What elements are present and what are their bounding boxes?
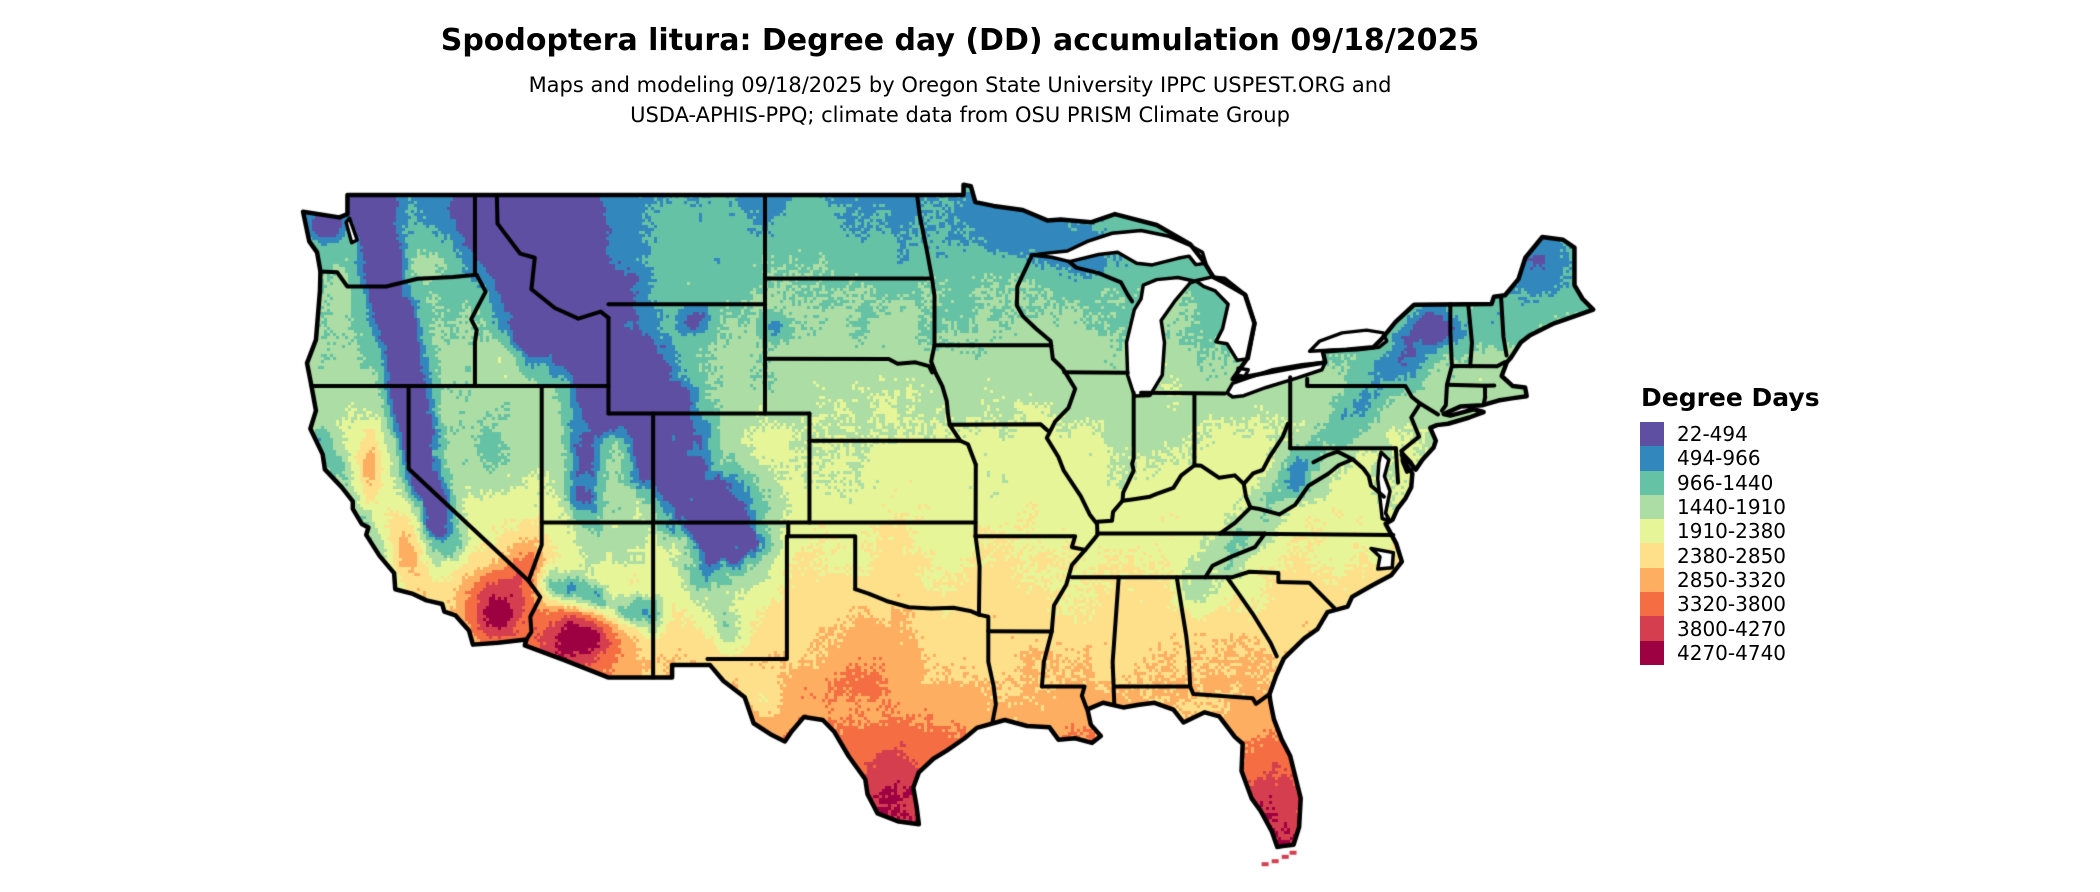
legend-range-label: 2380-2850	[1677, 543, 1787, 568]
legend-range-label: 2850-3320	[1677, 567, 1787, 592]
legend-row: 494-966	[1640, 446, 1820, 471]
legend-row: 4270-4740	[1640, 640, 1820, 665]
header: Spodoptera litura: Degree day (DD) accum…	[0, 0, 1920, 130]
legend-color-swatch	[1640, 494, 1664, 520]
map-subtitle-line1: Maps and modeling 09/18/2025 by Oregon S…	[528, 73, 1392, 97]
legend-row: 1910-2380	[1640, 519, 1820, 544]
map-title: Spodoptera litura: Degree day (DD) accum…	[440, 23, 1480, 58]
legend-title: Degree Days	[1641, 383, 1820, 412]
legend-row: 2380-2850	[1640, 543, 1820, 568]
legend-color-swatch	[1640, 592, 1664, 617]
legend-range-label: 1910-2380	[1677, 519, 1787, 544]
legend-color-swatch	[1640, 543, 1664, 568]
legend-color-swatch	[1640, 422, 1664, 447]
legend-range-label: 22-494	[1677, 422, 1748, 447]
legend-color-swatch	[1640, 446, 1664, 471]
legend-color-swatch	[1640, 519, 1664, 544]
legend-color-swatch	[1640, 470, 1664, 495]
legend-row: 3320-3800	[1640, 592, 1820, 617]
legend-range-label: 3320-3800	[1677, 592, 1787, 617]
legend-row: 966-1440	[1640, 470, 1820, 495]
legend-range-label: 1440-1910	[1677, 495, 1787, 520]
legend-row: 2850-3320	[1640, 567, 1820, 593]
legend-color-swatch	[1640, 640, 1664, 665]
legend-range-label: 4270-4740	[1677, 640, 1787, 665]
legend-range-label: 966-1440	[1677, 470, 1774, 495]
legend-color-swatch	[1640, 567, 1664, 593]
legend-range-label: 3800-4270	[1677, 616, 1787, 641]
legend-row: 22-494	[1640, 422, 1820, 447]
map-subtitle: Maps and modeling 09/18/2025 by Oregon S…	[0, 70, 1920, 130]
map-legend: Degree Days 22-494 494-966 966-1440 1440-19…	[1640, 384, 1820, 665]
legend-range-label: 494-966	[1677, 446, 1761, 471]
legend-row: 3800-4270	[1640, 616, 1820, 641]
legend-rows: 22-494 494-966 966-1440 1440-1910 1910-2380 2…	[1640, 422, 1820, 665]
legend-row: 1440-1910	[1640, 494, 1820, 520]
legend-color-swatch	[1640, 616, 1664, 641]
map-subtitle-line2: USDA-APHIS-PPQ; climate data from OSU PR…	[630, 103, 1290, 127]
